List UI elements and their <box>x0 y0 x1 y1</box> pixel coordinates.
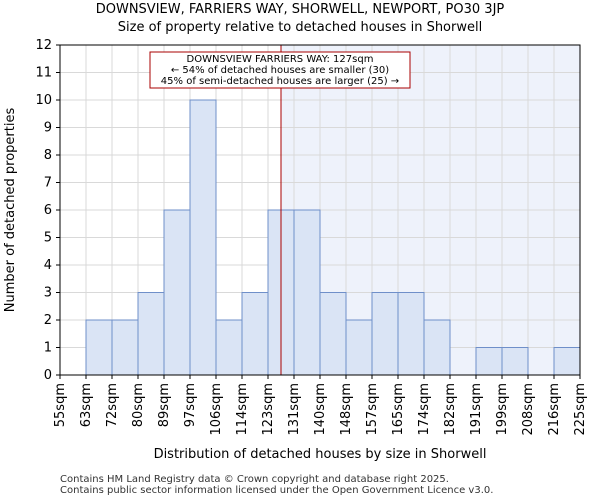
x-tick-label: 140sqm <box>313 383 328 436</box>
x-tick-label: 208sqm <box>521 383 536 436</box>
x-tick-label: 106sqm <box>209 383 224 436</box>
x-tick-label: 216sqm <box>547 383 562 436</box>
x-tick-label: 89sqm <box>157 383 172 427</box>
y-tick-label: 1 <box>44 341 52 356</box>
footer-licence: Contains public sector information licen… <box>60 485 494 496</box>
x-tick-label: 123sqm <box>261 383 276 436</box>
x-tick-label: 225sqm <box>573 383 588 436</box>
y-axis-label: Number of detached properties <box>3 108 18 313</box>
y-tick-label: 8 <box>44 148 52 163</box>
bar-157sqm <box>371 292 399 376</box>
annotation-box <box>149 51 411 89</box>
bar-165sqm <box>397 292 425 376</box>
x-tick-label: 114sqm <box>235 383 250 436</box>
footer-copyright: Contains HM Land Registry data © Crown c… <box>60 474 449 485</box>
bar-72sqm <box>111 319 139 376</box>
x-axis-label: Distribution of detached houses by size … <box>154 447 487 462</box>
bar-114sqm <box>241 292 269 376</box>
x-tick-label: 199sqm <box>495 383 510 436</box>
y-tick-label: 10 <box>35 93 52 108</box>
y-tick-label: 2 <box>44 313 52 328</box>
bar-216sqm <box>553 347 581 376</box>
chart-title: DOWNSVIEW, FARRIERS WAY, SHORWELL, NEWPO… <box>95 2 505 17</box>
x-tick-label: 97sqm <box>183 383 198 427</box>
bar-148sqm <box>345 319 373 376</box>
x-tick-label: 131sqm <box>287 383 302 436</box>
bar-191sqm <box>475 347 503 376</box>
x-tick-label: 191sqm <box>469 383 484 436</box>
y-tick-label: 9 <box>44 121 52 136</box>
chart-subtitle: Size of property relative to detached ho… <box>117 20 483 35</box>
bar-80sqm <box>137 292 165 376</box>
bar-174sqm <box>423 319 451 376</box>
annotation-line-3: 45% of semi-detached houses are larger (… <box>161 76 399 87</box>
y-tick-label: 6 <box>44 203 52 218</box>
y-tick-label: 0 <box>44 368 52 383</box>
bar-106sqm <box>215 319 243 376</box>
y-tick-label: 5 <box>44 231 52 246</box>
bar-63sqm <box>85 319 113 376</box>
x-tick-label: 182sqm <box>443 383 458 436</box>
x-tick-label: 165sqm <box>391 383 406 436</box>
y-tick-label: 7 <box>44 176 52 191</box>
x-tick-label: 157sqm <box>365 383 380 436</box>
y-tick-label: 4 <box>44 258 52 273</box>
x-tick-label: 148sqm <box>339 383 354 436</box>
x-tick-label: 63sqm <box>79 383 94 427</box>
x-tick-label: 72sqm <box>105 383 120 427</box>
bar-199sqm <box>501 347 529 376</box>
bar-97sqm <box>189 99 217 376</box>
annotation-line-2: ← 54% of detached houses are smaller (30… <box>171 65 389 76</box>
y-tick-label: 12 <box>35 38 52 53</box>
bar-131sqm <box>293 209 321 376</box>
x-tick-label: 55sqm <box>53 383 68 427</box>
x-tick-label: 174sqm <box>417 383 432 436</box>
bar-89sqm <box>163 209 191 376</box>
bar-140sqm <box>319 292 347 376</box>
x-tick-label: 80sqm <box>131 383 146 427</box>
y-tick-label: 11 <box>35 66 52 81</box>
annotation-line-1: DOWNSVIEW FARRIERS WAY: 127sqm <box>187 54 374 65</box>
y-tick-label: 3 <box>44 286 52 301</box>
